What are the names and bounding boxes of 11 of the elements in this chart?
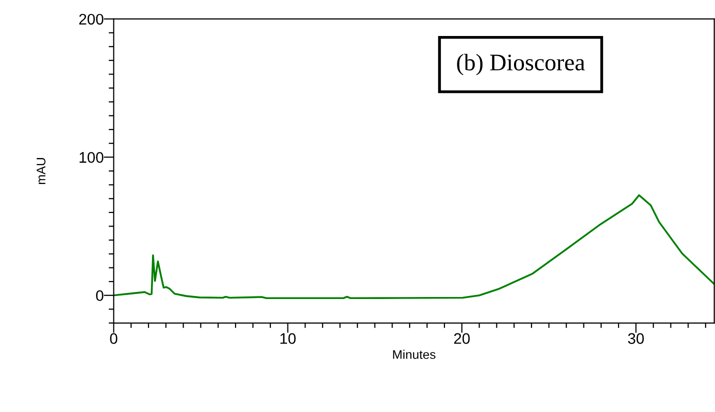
y-tick-label: 200	[79, 14, 104, 25]
x-tick-label: 0	[110, 333, 118, 344]
y-axis-title: mAU	[36, 158, 46, 184]
y-tick-label: 0	[96, 290, 104, 302]
annotation: (b) Dioscorea	[457, 54, 585, 76]
y-tick-label: 100	[80, 152, 104, 163]
x-tick-label: 10	[280, 333, 296, 344]
x-axis-title: Minutes	[393, 350, 436, 359]
x-tick-label: 30	[628, 333, 644, 344]
x-tick-label: 20	[454, 333, 470, 344]
line-series	[114, 194, 714, 300]
